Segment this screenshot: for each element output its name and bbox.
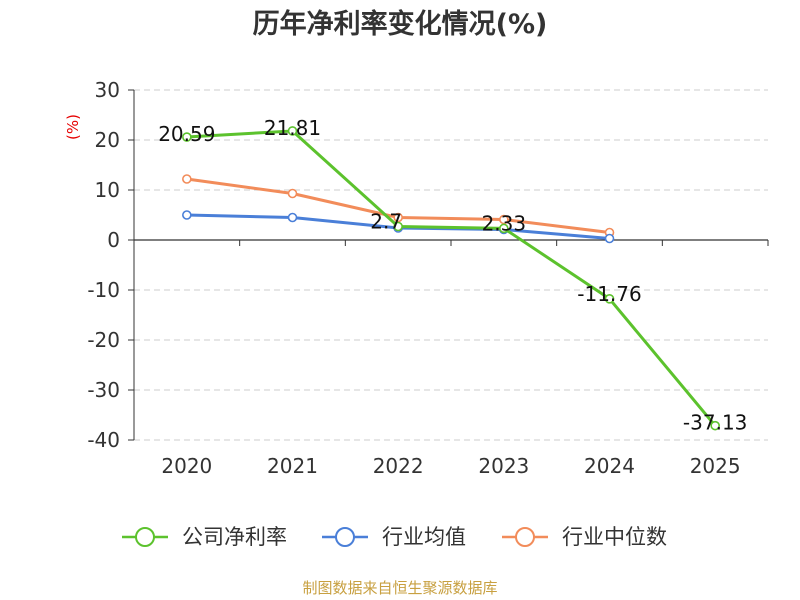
axes xyxy=(133,90,768,440)
legend-swatch-marker xyxy=(335,527,355,547)
y-tick-label: -30 xyxy=(87,378,120,402)
y-axis-unit: (%) xyxy=(64,114,82,140)
y-tick-label: -10 xyxy=(87,278,120,302)
data-point-0 xyxy=(287,126,298,136)
legend-item-0: 公司净利率 xyxy=(122,525,287,549)
data-point-2 xyxy=(182,174,192,184)
legend-item-1: 行业均值 xyxy=(322,525,466,549)
data-label: -37.13 xyxy=(683,411,747,435)
series-lines xyxy=(182,126,720,431)
data-point-2 xyxy=(499,214,509,225)
data-point-1 xyxy=(182,210,192,220)
data-point-2 xyxy=(287,188,298,199)
data-label: 20.59 xyxy=(158,122,215,146)
x-tick-label: 2024 xyxy=(584,454,635,478)
data-point-0 xyxy=(182,132,192,142)
chart-title: 历年净利率变化情况(%) xyxy=(253,8,548,40)
data-point-2 xyxy=(393,212,403,223)
data-label: 2.33 xyxy=(482,211,527,235)
data-point-0 xyxy=(604,293,615,304)
data-label: -11.76 xyxy=(577,282,641,306)
data-label: 2.7 xyxy=(370,210,402,234)
legend: 公司净利率 行业均值 行业中位数 xyxy=(122,525,667,549)
data-point-1 xyxy=(604,233,615,244)
grid-lines xyxy=(134,89,768,441)
x-tick-label: 2023 xyxy=(478,454,529,478)
x-tick-label: 2025 xyxy=(690,454,741,478)
data-point-1 xyxy=(287,212,298,223)
legend-swatch-marker xyxy=(135,527,155,547)
y-axis-ticks: 30 20 10 0 -10 -20 -30 -40 xyxy=(87,78,134,452)
x-tick-label: 2022 xyxy=(373,454,424,478)
data-point-0 xyxy=(393,221,403,232)
y-tick-label: 10 xyxy=(95,178,120,202)
y-tick-label: 0 xyxy=(107,228,120,252)
data-point-0 xyxy=(499,223,509,234)
x-tick-label: 2021 xyxy=(267,454,318,478)
legend-label: 行业中位数 xyxy=(562,525,667,549)
legend-item-2: 行业中位数 xyxy=(502,525,667,549)
data-labels: 20.59 21.81 2.7 2.33 -11.76 -37.13 xyxy=(158,116,747,435)
legend-label: 行业均值 xyxy=(382,525,466,549)
source-note: 制图数据来自恒生聚源数据库 xyxy=(302,579,497,597)
y-tick-label: 20 xyxy=(95,128,120,152)
data-label: 21.81 xyxy=(264,116,321,140)
x-tick-label: 2020 xyxy=(161,454,212,478)
data-point-0 xyxy=(710,420,720,431)
x-axis-ticks: 2020 2021 2022 2023 2024 2025 xyxy=(133,240,769,478)
legend-swatch-marker xyxy=(515,527,535,547)
series-line-0 xyxy=(186,129,717,427)
legend-label: 公司净利率 xyxy=(182,525,287,549)
y-tick-label: -20 xyxy=(87,328,120,352)
y-tick-label: -40 xyxy=(87,428,120,452)
y-tick-label: 30 xyxy=(95,78,120,102)
